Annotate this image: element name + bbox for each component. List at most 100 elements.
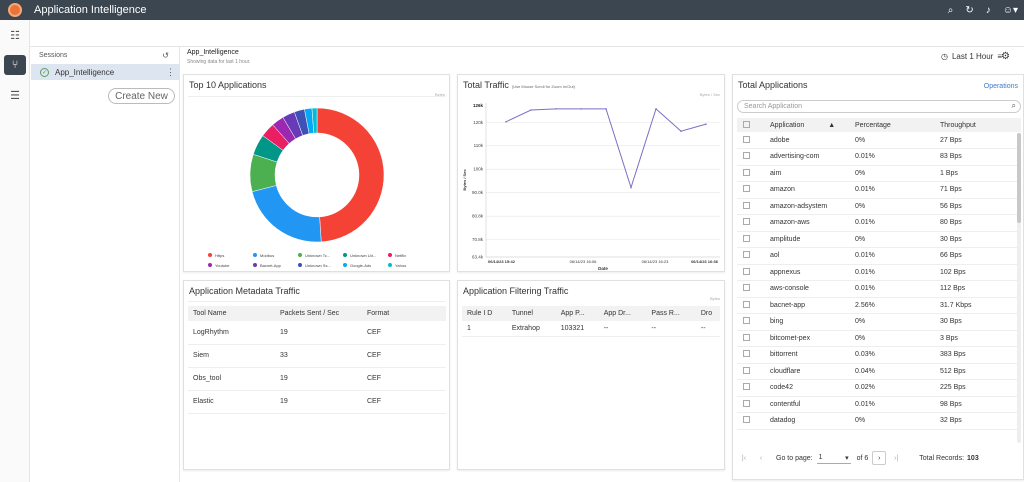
- table-row[interactable]: contentful 0.01% 98 Bps: [737, 396, 1021, 413]
- table-row[interactable]: amplitude 0% 30 Bps: [737, 231, 1021, 248]
- legend-item[interactable]: Netflix: [388, 250, 433, 260]
- chart-icon[interactable]: ☷: [10, 29, 20, 42]
- row-checkbox[interactable]: [743, 383, 750, 391]
- table-row[interactable]: datadog 0% 32 Bps: [737, 412, 1021, 430]
- row-checkbox[interactable]: [743, 251, 750, 259]
- row-checkbox[interactable]: [743, 284, 750, 292]
- legend-item[interactable]: Unknown Ss...: [298, 260, 343, 270]
- table-row[interactable]: LogRhythm 19 CEF: [188, 321, 446, 345]
- table-row[interactable]: aws-console 0.01% 112 Bps: [737, 280, 1021, 298]
- table-row[interactable]: Obs_tool 19 CEF: [188, 367, 446, 391]
- col-packets[interactable]: Packets Sent / Sec: [275, 306, 362, 321]
- table-row[interactable]: bacnet-app 2.56% 31.7 Kbps: [737, 297, 1021, 314]
- row-checkbox[interactable]: [743, 152, 750, 160]
- table-row[interactable]: amazon-adsystem 0% 56 Bps: [737, 198, 1021, 215]
- search-application-input[interactable]: Search Application ⌕: [737, 100, 1021, 113]
- legend-item[interactable]: Unknown Ud...: [343, 250, 388, 260]
- row-checkbox[interactable]: [743, 300, 750, 308]
- table-row[interactable]: code42 0.02% 225 Bps: [737, 379, 1021, 397]
- create-new-button[interactable]: Create New: [108, 88, 175, 104]
- row-checkbox[interactable]: [743, 168, 750, 176]
- row-checkbox[interactable]: [743, 201, 750, 209]
- pie-slice[interactable]: [311, 107, 318, 134]
- legend-item[interactable]: Google-Ads: [343, 260, 388, 270]
- table-row[interactable]: bittorrent 0.03% 383 Bps: [737, 346, 1021, 364]
- filter-col-header[interactable]: Pass R...: [646, 306, 696, 321]
- filter-col-header[interactable]: Tunnel: [506, 306, 556, 321]
- data-point[interactable]: [630, 186, 632, 189]
- table-row[interactable]: adobe 0% 27 Bps: [737, 132, 1021, 149]
- traffic-line-chart[interactable]: 63.4k 70.8k 80.8k 90.0k 100k 110k 120k 126k 06/1…: [458, 97, 726, 272]
- session-item[interactable]: ✓ App_Intelligence ⋮: [31, 64, 180, 80]
- legend-item[interactable]: Bacnet-App: [253, 260, 298, 270]
- row-checkbox[interactable]: [743, 234, 750, 242]
- col-application[interactable]: Application ▲: [767, 118, 852, 132]
- time-range-selector[interactable]: ◷ Last 1 Hour ≡: [941, 52, 1002, 61]
- table-row[interactable]: 1 Extrahop 103321 -- -- --: [462, 321, 720, 337]
- table-row[interactable]: Elastic 19 CEF: [188, 390, 446, 414]
- next-page-icon[interactable]: ›: [872, 451, 887, 465]
- table-row[interactable]: cloudflare 0.04% 512 Bps: [737, 363, 1021, 380]
- history-icon[interactable]: ↺: [162, 51, 169, 60]
- col-tool-name[interactable]: Tool Name: [188, 306, 275, 321]
- legend-item[interactable]: Unknown Tc...: [298, 250, 343, 260]
- data-point[interactable]: [605, 108, 607, 110]
- gear-icon[interactable]: ⚙: [1001, 51, 1010, 62]
- table-icon[interactable]: ☰: [10, 89, 20, 102]
- data-point[interactable]: [680, 130, 682, 132]
- share-icon[interactable]: ⑂: [4, 55, 26, 75]
- table-row[interactable]: appnexus 0.01% 102 Bps: [737, 264, 1021, 281]
- legend-item[interactable]: Https: [208, 250, 253, 260]
- select-all-checkbox[interactable]: [743, 120, 750, 128]
- row-checkbox[interactable]: [743, 416, 750, 424]
- sort-asc-icon[interactable]: ▲: [828, 121, 836, 129]
- table-row[interactable]: Siem 33 CEF: [188, 344, 446, 368]
- data-point[interactable]: [705, 123, 707, 125]
- table-row[interactable]: bing 0% 30 Bps: [737, 313, 1021, 331]
- row-checkbox[interactable]: [743, 185, 750, 193]
- page-select[interactable]: 1 ▾: [816, 452, 851, 464]
- row-checkbox[interactable]: [743, 333, 750, 341]
- filter-col-header[interactable]: Rule I D: [462, 306, 507, 321]
- table-row[interactable]: aol 0.01% 66 Bps: [737, 247, 1021, 265]
- legend-item[interactable]: Modbus: [253, 250, 298, 260]
- row-checkbox[interactable]: [743, 317, 750, 325]
- bell-icon[interactable]: ♪: [985, 4, 991, 16]
- user-icon[interactable]: ☺▾: [1002, 4, 1018, 16]
- row-checkbox[interactable]: [743, 218, 750, 226]
- table-row[interactable]: bitcomet-pex 0% 3 Bps: [737, 330, 1021, 347]
- legend-item[interactable]: Yahoo: [388, 260, 433, 270]
- last-page-icon[interactable]: ›|: [894, 454, 899, 462]
- row-checkbox[interactable]: [743, 267, 750, 275]
- filter-col-header[interactable]: App Dr...: [598, 306, 647, 321]
- table-row[interactable]: advertising-com 0.01% 83 Bps: [737, 148, 1021, 166]
- series-line[interactable]: [505, 107, 707, 190]
- data-point[interactable]: [555, 108, 557, 110]
- prev-page-icon[interactable]: ‹: [759, 454, 763, 462]
- first-page-icon[interactable]: |‹: [741, 454, 747, 462]
- row-checkbox[interactable]: [743, 135, 750, 143]
- row-checkbox[interactable]: [743, 366, 750, 374]
- legend-item[interactable]: Youtube: [208, 260, 253, 270]
- pie-slice[interactable]: [251, 185, 322, 243]
- table-row[interactable]: amazon 0.01% 71 Bps: [737, 181, 1021, 199]
- data-point[interactable]: [655, 108, 657, 110]
- filter-col-header[interactable]: Dro: [695, 306, 720, 321]
- operations-link[interactable]: Operations: [983, 83, 1018, 90]
- row-checkbox[interactable]: [743, 350, 750, 358]
- search-icon[interactable]: ⌕: [1011, 101, 1016, 110]
- table-row[interactable]: amazon-aws 0.01% 80 Bps: [737, 214, 1021, 232]
- search-icon[interactable]: ⌕: [947, 4, 954, 16]
- data-point[interactable]: [530, 109, 532, 111]
- col-percentage[interactable]: Percentage: [852, 118, 937, 132]
- refresh-icon[interactable]: ↻: [965, 4, 974, 16]
- more-options-icon[interactable]: ⋮: [166, 66, 175, 77]
- table-row[interactable]: aim 0% 1 Bps: [737, 165, 1021, 182]
- col-format[interactable]: Format: [362, 306, 446, 321]
- data-point[interactable]: [580, 108, 582, 110]
- row-checkbox[interactable]: [743, 399, 750, 407]
- pie-slice[interactable]: [316, 107, 385, 243]
- data-point[interactable]: [505, 120, 507, 123]
- col-throughput[interactable]: Throughput: [937, 118, 1021, 132]
- table-scrollbar[interactable]: [1017, 133, 1021, 443]
